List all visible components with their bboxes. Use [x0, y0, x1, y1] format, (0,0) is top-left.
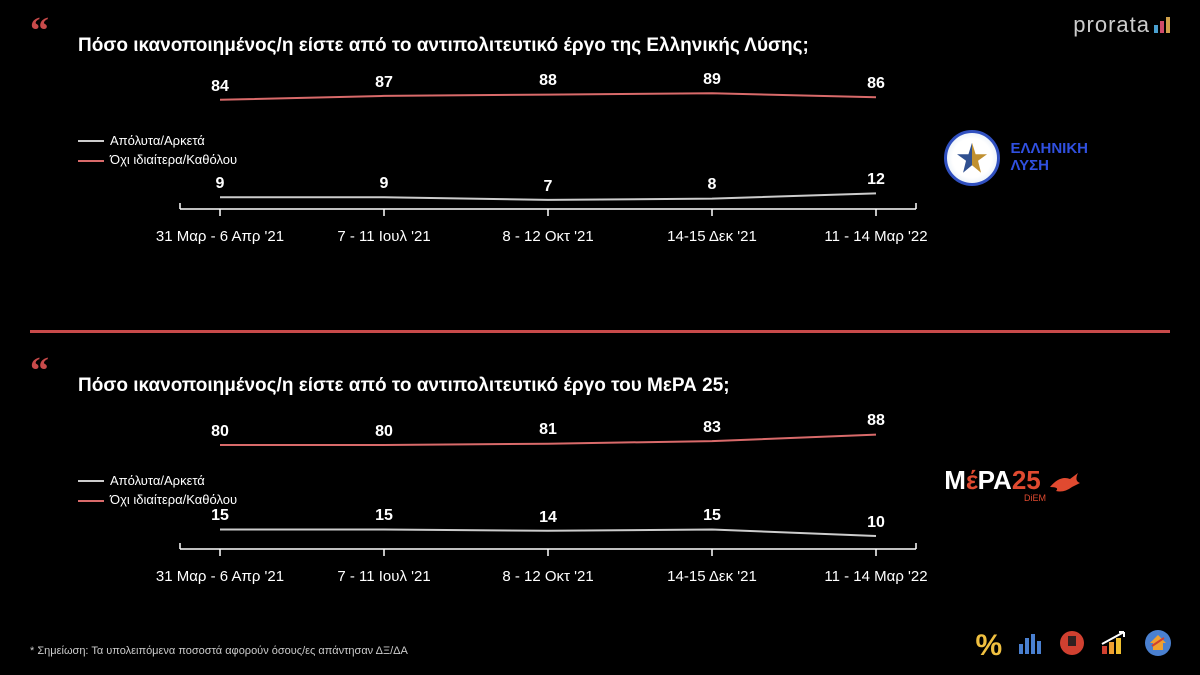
panel-mera25: “ Πόσο ικανοποιημένος/η είστε από το αντ…	[30, 360, 1170, 640]
data-label: 87	[375, 74, 393, 92]
legend-positive: Απόλυτα/Αρκετά	[110, 133, 205, 148]
data-label: 8	[708, 176, 717, 194]
x-tick-label: 14-15 Δεκ '21	[630, 568, 794, 585]
data-label: 15	[703, 507, 721, 525]
data-label: 9	[380, 175, 389, 193]
party-logo-mera25: ΜέΡΑ25 DiEM	[944, 465, 1088, 503]
legend-positive-2: Απόλυτα/Αρκετά	[110, 473, 205, 488]
footnote: * Σημείωση: Τα υπολειπόμενα ποσοστά αφορ…	[30, 645, 408, 657]
legend-2: Απόλυτα/Αρκετά Όχι ιδιαίτερα/Καθόλου	[78, 471, 237, 510]
data-label: 88	[539, 72, 557, 90]
chart-2: Απόλυτα/Αρκετά Όχι ιδιαίτερα/Καθόλου ΜέΡ…	[138, 415, 958, 585]
x-tick-label: 11 - 14 Μαρ '22	[794, 228, 958, 245]
data-label: 9	[216, 175, 225, 193]
x-axis-2: 31 Μαρ - 6 Απρ '217 - 11 Ιουλ '218 - 12 …	[138, 568, 958, 585]
legend-1: Απόλυτα/Αρκετά Όχι ιδιαίτερα/Καθόλου	[78, 131, 237, 170]
x-tick-label: 8 - 12 Οκτ '21	[466, 568, 630, 585]
x-tick-label: 31 Μαρ - 6 Απρ '21	[138, 228, 302, 245]
percent-icon: %	[976, 629, 1003, 663]
x-tick-label: 7 - 11 Ιουλ '21	[302, 568, 466, 585]
x-tick-label: 31 Μαρ - 6 Απρ '21	[138, 568, 302, 585]
chart-1-svg	[138, 75, 958, 225]
legend-negative: Όχι ιδιαίτερα/Καθόλου	[110, 152, 237, 167]
data-label: 80	[211, 423, 229, 441]
x-tick-label: 7 - 11 Ιουλ '21	[302, 228, 466, 245]
x-tick-label: 11 - 14 Μαρ '22	[794, 568, 958, 585]
data-label: 14	[539, 509, 557, 527]
data-label: 86	[867, 75, 885, 93]
x-tick-label: 8 - 12 Οκτ '21	[466, 228, 630, 245]
data-label: 81	[539, 421, 557, 439]
data-label: 89	[703, 71, 721, 89]
party-logo-elliniki-lysi: ΕΛΛΗΝΙΚΗΛΥΣΗ	[944, 130, 1088, 186]
house-icon	[1144, 630, 1172, 663]
trend-icon	[1100, 630, 1130, 663]
x-axis-1: 31 Μαρ - 6 Απρ '217 - 11 Ιουλ '218 - 12 …	[138, 228, 958, 245]
question-text-1: Πόσο ικανοποιημένος/η είστε από το αντιπ…	[78, 35, 1170, 57]
data-label: 84	[211, 78, 229, 96]
x-tick-label: 14-15 Δεκ '21	[630, 228, 794, 245]
footer-icons: %	[966, 629, 1173, 663]
question-text-2: Πόσο ικανοποιημένος/η είστε από το αντιπ…	[78, 375, 1170, 397]
chart-1: Απόλυτα/Αρκετά Όχι ιδιαίτερα/Καθόλου ΕΛΛ…	[138, 75, 958, 245]
data-label: 7	[544, 178, 553, 196]
data-label: 88	[867, 412, 885, 430]
data-label: 83	[703, 419, 721, 437]
data-label: 12	[867, 171, 885, 189]
circle-icon	[1059, 630, 1085, 663]
bars-icon	[1017, 630, 1045, 663]
data-label: 80	[375, 423, 393, 441]
data-label: 10	[867, 514, 885, 532]
data-label: 15	[211, 507, 229, 525]
legend-negative-2: Όχι ιδιαίτερα/Καθόλου	[110, 492, 237, 507]
panel-divider	[30, 330, 1170, 333]
data-label: 15	[375, 507, 393, 525]
panel-elliniki-lysi: “ Πόσο ικανοποιημένος/η είστε από το αντ…	[30, 20, 1170, 300]
